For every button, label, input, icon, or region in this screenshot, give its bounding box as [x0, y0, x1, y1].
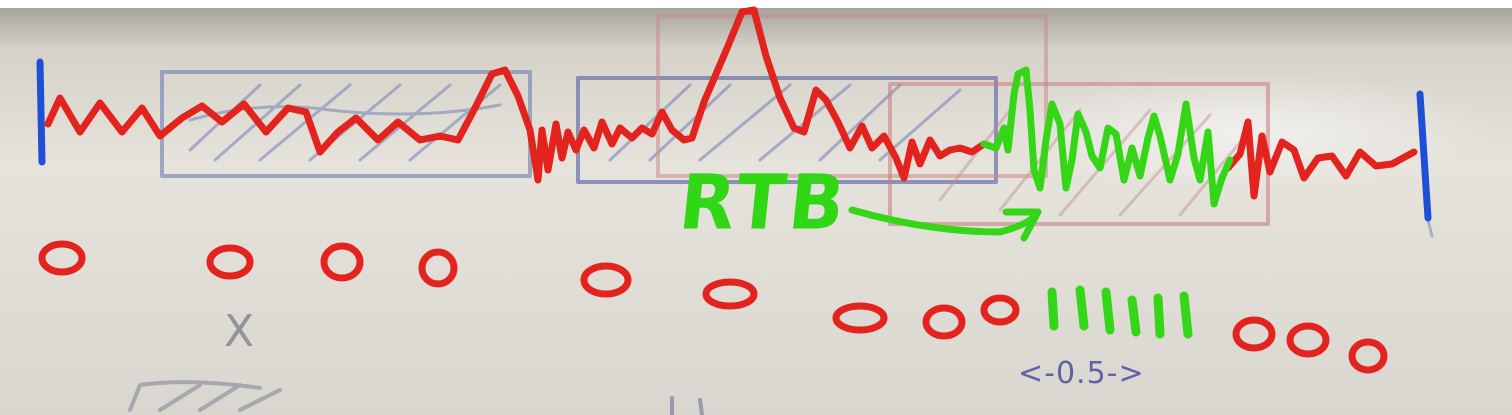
sample-circle	[418, 248, 458, 288]
sample-circle	[832, 302, 888, 334]
sample-circle	[1232, 316, 1276, 352]
interval-label: <-0.5->	[1018, 356, 1145, 391]
sample-tick	[1101, 287, 1115, 335]
sample-tick	[1047, 287, 1059, 331]
board-x-mark: X	[224, 306, 259, 357]
sample-circle	[320, 242, 364, 282]
faded-tick-right	[1426, 218, 1434, 238]
sample-circle	[1286, 322, 1330, 358]
green-sample-ticks	[1047, 285, 1193, 339]
sample-circle	[580, 262, 632, 298]
sample-circle	[922, 304, 966, 340]
rtb-arrow	[848, 206, 1042, 242]
rtb-label: RTB	[675, 157, 853, 247]
sample-circle	[980, 294, 1020, 326]
faded-block-2	[576, 76, 998, 184]
wall-edge	[0, 0, 1512, 8]
sample-tick	[1075, 285, 1089, 331]
sample-tick	[1179, 291, 1193, 339]
sample-tick	[1153, 293, 1165, 339]
sample-tick	[1127, 295, 1141, 337]
sample-circle	[702, 278, 758, 310]
red-sample-circles	[38, 240, 1388, 374]
sample-circle	[1348, 338, 1388, 374]
faded-sketch-bottom-mid	[670, 396, 704, 415]
red-signal-waveform	[44, 6, 988, 184]
green-rtb-waveform	[980, 66, 1234, 208]
left-boundary-marker	[36, 58, 46, 166]
faded-sketch-bottom-left	[128, 380, 282, 412]
faded-block-3	[656, 14, 1048, 178]
red-signal-waveform-right	[1224, 118, 1418, 200]
sample-circle	[206, 244, 254, 280]
sample-circle	[38, 240, 86, 276]
right-boundary-marker	[1416, 90, 1432, 222]
